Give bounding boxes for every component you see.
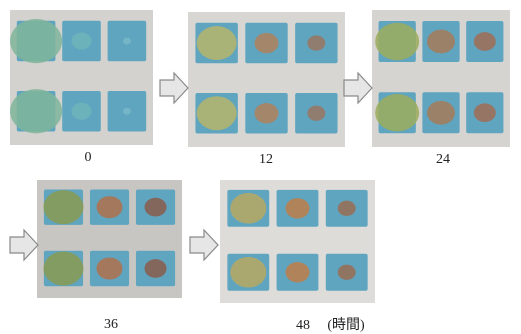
- spot: [145, 259, 167, 278]
- spot: [197, 96, 237, 130]
- spot: [10, 19, 62, 63]
- spot: [97, 196, 123, 218]
- spot: [427, 101, 455, 125]
- time-label: 12: [259, 152, 273, 167]
- spot: [10, 89, 62, 133]
- spot: [338, 265, 356, 280]
- spot: [97, 257, 123, 279]
- time-label: 24: [436, 152, 450, 167]
- spot: [145, 198, 167, 217]
- spot: [197, 26, 237, 60]
- spot: [255, 33, 279, 53]
- arrow: [190, 230, 218, 260]
- spot: [43, 190, 83, 224]
- unit-label: (時間): [327, 317, 365, 333]
- spot: [427, 30, 455, 54]
- spot: [255, 103, 279, 123]
- spot: [123, 38, 131, 45]
- spot: [375, 23, 419, 60]
- spot: [338, 201, 356, 216]
- spot: [286, 262, 310, 282]
- spot: [230, 257, 266, 288]
- arrow: [10, 230, 38, 260]
- spot: [43, 252, 83, 286]
- spot: [72, 33, 92, 50]
- spot: [474, 103, 496, 122]
- spot: [307, 35, 325, 50]
- time-label: 0: [85, 150, 92, 165]
- figure: 0 12 24 36 48 (時間): [0, 0, 521, 334]
- spot: [307, 106, 325, 121]
- spot: [286, 198, 310, 218]
- time-label: 48: [296, 318, 310, 333]
- arrow: [344, 73, 372, 103]
- time-label: 36: [104, 317, 118, 332]
- spot: [72, 103, 92, 120]
- spot: [474, 32, 496, 51]
- arrow: [160, 73, 188, 103]
- spot: [123, 108, 131, 115]
- spot: [230, 193, 266, 224]
- spot: [375, 94, 419, 131]
